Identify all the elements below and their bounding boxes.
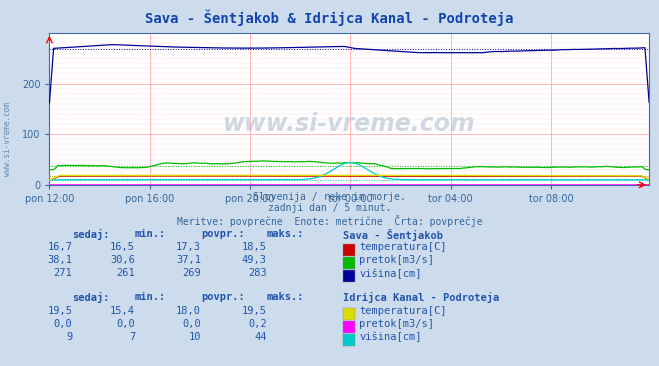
Text: pretok[m3/s]: pretok[m3/s]: [359, 255, 434, 265]
Text: temperatura[C]: temperatura[C]: [359, 242, 447, 252]
Text: 271: 271: [54, 268, 72, 278]
Text: 9: 9: [67, 332, 72, 342]
Text: min.:: min.:: [135, 229, 166, 239]
Text: www.si-vreme.com: www.si-vreme.com: [223, 112, 476, 136]
Text: Sava - Šentjakob: Sava - Šentjakob: [343, 229, 443, 241]
Text: povpr.:: povpr.:: [201, 229, 244, 239]
Text: 10: 10: [188, 332, 201, 342]
Text: 18,0: 18,0: [176, 306, 201, 315]
Text: 269: 269: [183, 268, 201, 278]
Text: 0,2: 0,2: [248, 319, 267, 329]
Text: 0,0: 0,0: [183, 319, 201, 329]
Text: min.:: min.:: [135, 292, 166, 302]
Text: 30,6: 30,6: [110, 255, 135, 265]
Text: 7: 7: [129, 332, 135, 342]
Text: povpr.:: povpr.:: [201, 292, 244, 302]
Text: maks.:: maks.:: [267, 292, 304, 302]
Text: sedaj:: sedaj:: [72, 229, 110, 240]
Text: višina[cm]: višina[cm]: [359, 268, 422, 279]
Text: maks.:: maks.:: [267, 229, 304, 239]
Text: 49,3: 49,3: [242, 255, 267, 265]
Text: 37,1: 37,1: [176, 255, 201, 265]
Text: 19,5: 19,5: [242, 306, 267, 315]
Text: 283: 283: [248, 268, 267, 278]
Text: pretok[m3/s]: pretok[m3/s]: [359, 319, 434, 329]
Text: Meritve: povprečne  Enote: metrične  Črta: povprečje: Meritve: povprečne Enote: metrične Črta:…: [177, 215, 482, 227]
Text: 38,1: 38,1: [47, 255, 72, 265]
Text: Idrijca Kanal - Podroteja: Idrijca Kanal - Podroteja: [343, 292, 499, 303]
Text: višina[cm]: višina[cm]: [359, 332, 422, 342]
Text: 0,0: 0,0: [54, 319, 72, 329]
Text: 16,7: 16,7: [47, 242, 72, 252]
Text: 18,5: 18,5: [242, 242, 267, 252]
Text: 0,0: 0,0: [117, 319, 135, 329]
Text: sedaj:: sedaj:: [72, 292, 110, 303]
Text: 17,3: 17,3: [176, 242, 201, 252]
Text: 261: 261: [117, 268, 135, 278]
Text: 16,5: 16,5: [110, 242, 135, 252]
Text: Sava - Šentjakob & Idrijca Kanal - Podroteja: Sava - Šentjakob & Idrijca Kanal - Podro…: [145, 9, 514, 26]
Text: 44: 44: [254, 332, 267, 342]
Text: 19,5: 19,5: [47, 306, 72, 315]
Text: zadnji dan / 5 minut.: zadnji dan / 5 minut.: [268, 203, 391, 213]
Text: 15,4: 15,4: [110, 306, 135, 315]
Text: temperatura[C]: temperatura[C]: [359, 306, 447, 315]
Text: Slovenija / reke in morje.: Slovenija / reke in morje.: [253, 192, 406, 202]
Text: www.si-vreme.com: www.si-vreme.com: [3, 102, 13, 176]
